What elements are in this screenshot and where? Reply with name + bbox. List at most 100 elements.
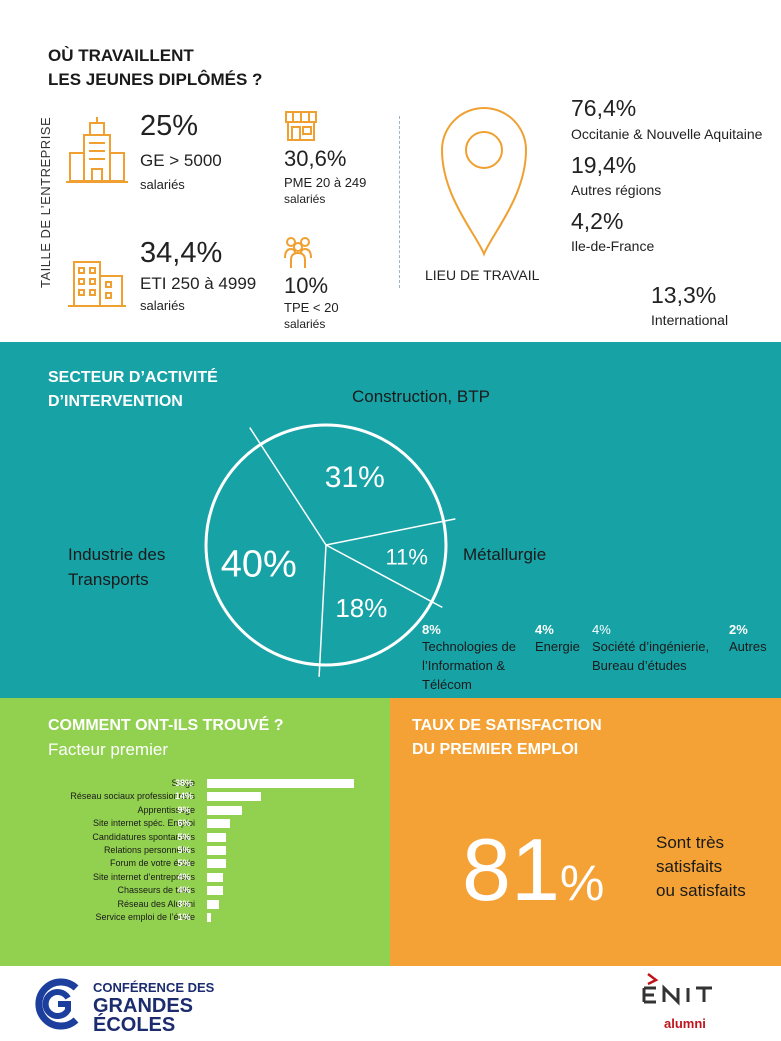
satisfaction-percent-sign: % — [559, 855, 605, 911]
pie-outline — [204, 423, 448, 667]
cge-logo-icon — [35, 978, 79, 1030]
small-category-tech: 8% Technologies de l’Information & Téléc… — [422, 622, 516, 694]
sector-title-line2: D’INTERVENTION — [48, 393, 183, 410]
workplace-title: OÙ TRAVAILLENT LES JEUNES DIPLÔMÉS ? — [48, 44, 262, 92]
bar-row: Stage 38% — [0, 778, 390, 790]
bar-value-label: 14% — [174, 791, 193, 802]
satisfaction-section: TAUX DE SATISFACTION DU PREMIER EMPLOI 8… — [390, 698, 781, 966]
bar-category-label: Chasseurs de têtes — [117, 885, 195, 896]
satisfaction-number: 81 — [462, 820, 560, 919]
region-name-occitanie: Occitanie & Nouvelle Aquitaine — [571, 126, 763, 142]
bar-category-label: Réseau sociaux professionnels — [70, 791, 195, 802]
bar-row: Réseau sociaux professionnels 14% — [0, 791, 390, 803]
ge-percent: 25% — [140, 110, 199, 142]
bar-value-label: 5% — [177, 858, 191, 869]
pie-slice-transport-label: 40% — [221, 543, 297, 585]
pie-label-metallurgie: Métallurgie — [463, 545, 547, 564]
bar — [207, 899, 219, 909]
bar-value-label: 3% — [177, 898, 191, 909]
bar-category-label: Stage — [171, 778, 195, 788]
pie-label-transport: Industrie des Transports — [68, 542, 165, 592]
pie-slice-metallurgie-label: 11% — [386, 545, 428, 570]
small-category-autres: 2% Autres — [729, 622, 767, 656]
pie-slice-autre-label: 18% — [335, 593, 387, 623]
region-name-international: International — [651, 312, 729, 328]
pie-slice-construction-label: 31% — [325, 461, 385, 494]
vertical-divider — [399, 116, 400, 288]
found-title: COMMENT ONT-ILS TROUVÉ ? — [48, 717, 284, 734]
small-category-energie: 4% Energie — [535, 622, 580, 656]
pie-slice-metallurgie-boundary — [325, 518, 456, 546]
found-job-section: COMMENT ONT-ILS TROUVÉ ? Facteur premier… — [0, 698, 390, 966]
small-category-ingenierie-line1: Société d’ingénierie, — [592, 639, 710, 654]
bar — [207, 779, 355, 788]
cge-line3: ÉCOLES — [93, 1014, 176, 1036]
bar — [207, 913, 211, 922]
region-percent-occitanie: 76,4% — [571, 95, 637, 121]
satisfaction-title-line2: DU PREMIER EMPLOI — [412, 741, 579, 758]
satisfaction-title: TAUX DE SATISFACTION DU PREMIER EMPLOI — [412, 714, 602, 762]
bar-value-label: 6% — [177, 818, 191, 829]
bar-row: Candidatures spontanées 5% — [0, 832, 390, 844]
found-subtitle: Facteur premier — [48, 740, 168, 759]
found-bar-chart: Stage 38% Réseau sociaux professionnels 14%… — [0, 778, 390, 928]
region-name-autres: Autres régions — [571, 182, 662, 198]
small-category-tech-line2: l’Information & — [422, 658, 506, 673]
pme-percent: 30,6% — [284, 146, 347, 171]
eti-label: ETI 250 à 4999 — [140, 274, 257, 293]
satisfaction-text-line1: Sont très — [656, 833, 725, 852]
small-category-ingenierie-percent: 4% — [592, 622, 611, 637]
location-label: LIEU DE TRAVAIL — [425, 267, 540, 283]
bar-value-label: 4% — [177, 871, 191, 882]
pie-slice-construction-boundary — [249, 427, 327, 546]
company-size-axis-label: TAILLE DE L’ENTREPRISE — [38, 116, 53, 288]
bar-category-label: Apprentissage — [137, 804, 195, 815]
region-name-idf: Ile-de-France — [571, 238, 655, 254]
bar-value-label: 4% — [177, 885, 191, 896]
bar — [207, 792, 262, 802]
tpe-unit: salariés — [284, 317, 326, 331]
small-category-tech-line1: Technologies de — [422, 639, 516, 654]
bar-row: Service emploi de l’école 1% — [0, 912, 390, 924]
ge-label: GE > 5000 — [140, 151, 222, 170]
small-category-tech-line3: Télécom — [422, 677, 472, 692]
sector-title-line1: SECTEUR D’ACTIVITÉ — [48, 369, 218, 386]
satisfaction-text: Sont très satisfaits ou satisfaits — [656, 831, 746, 903]
people-group-icon — [284, 237, 312, 268]
bar-category-label: Forum de votre école — [109, 858, 195, 869]
tpe-label: TPE < 20 — [284, 300, 339, 315]
eti-percent: 34,4% — [140, 237, 223, 269]
bar-value-label: 5% — [177, 831, 191, 842]
pie-label-construction: Construction, BTP — [352, 387, 490, 406]
pme-unit: salariés — [284, 192, 326, 206]
small-category-autres-percent: 2% — [729, 622, 748, 637]
bar-row: Site internet spéc. Emploi 6% — [0, 818, 390, 830]
workplace-section: OÙ TRAVAILLENT LES JEUNES DIPLÔMÉS ? TAI… — [0, 0, 781, 342]
enit-logo — [642, 973, 712, 1006]
sector-section: SECTEUR D’ACTIVITÉ D’INTERVENTION Constr… — [0, 342, 781, 698]
region-percent-international: 13,3% — [651, 282, 717, 308]
bar-row: Chasseurs de têtes 4% — [0, 885, 390, 897]
bar-row: Site internet d’entreprises 4% — [0, 872, 390, 884]
bar-row: Forum de votre école 5% — [0, 858, 390, 870]
bar-category-label: Site internet d’entreprises — [92, 871, 195, 882]
bar — [207, 846, 227, 855]
bar-row: Réseau des Alumni 3% — [0, 899, 390, 911]
office-tower-icon — [66, 117, 128, 183]
pie-slice-autre-boundary — [325, 544, 443, 609]
bar — [207, 819, 231, 829]
pie-label-transport-line1: Industrie des — [68, 545, 166, 564]
bar-row: Apprentissage 9% — [0, 805, 390, 817]
satisfaction-text-line2: satisfaits — [656, 857, 723, 876]
bar-category-label: Réseau des Alumni — [117, 898, 195, 909]
small-category-tech-percent: 8% — [422, 622, 441, 637]
bar-value-label: 9% — [177, 804, 191, 815]
pie-slice-transport-boundary — [318, 544, 327, 677]
satisfaction-title-line1: TAUX DE SATISFACTION — [412, 717, 602, 734]
bar-category-label: Site internet spéc. Emploi — [92, 818, 195, 829]
cge-line2: GRANDES — [93, 995, 194, 1017]
workplace-title-line1: OÙ TRAVAILLENT — [48, 46, 194, 65]
satisfaction-text-line3: ou satisfaits — [656, 881, 746, 900]
cge-logo-text: CONFÉRENCE DES GRANDES ÉCOLES — [93, 978, 214, 1035]
shop-storefront-icon — [285, 111, 317, 141]
